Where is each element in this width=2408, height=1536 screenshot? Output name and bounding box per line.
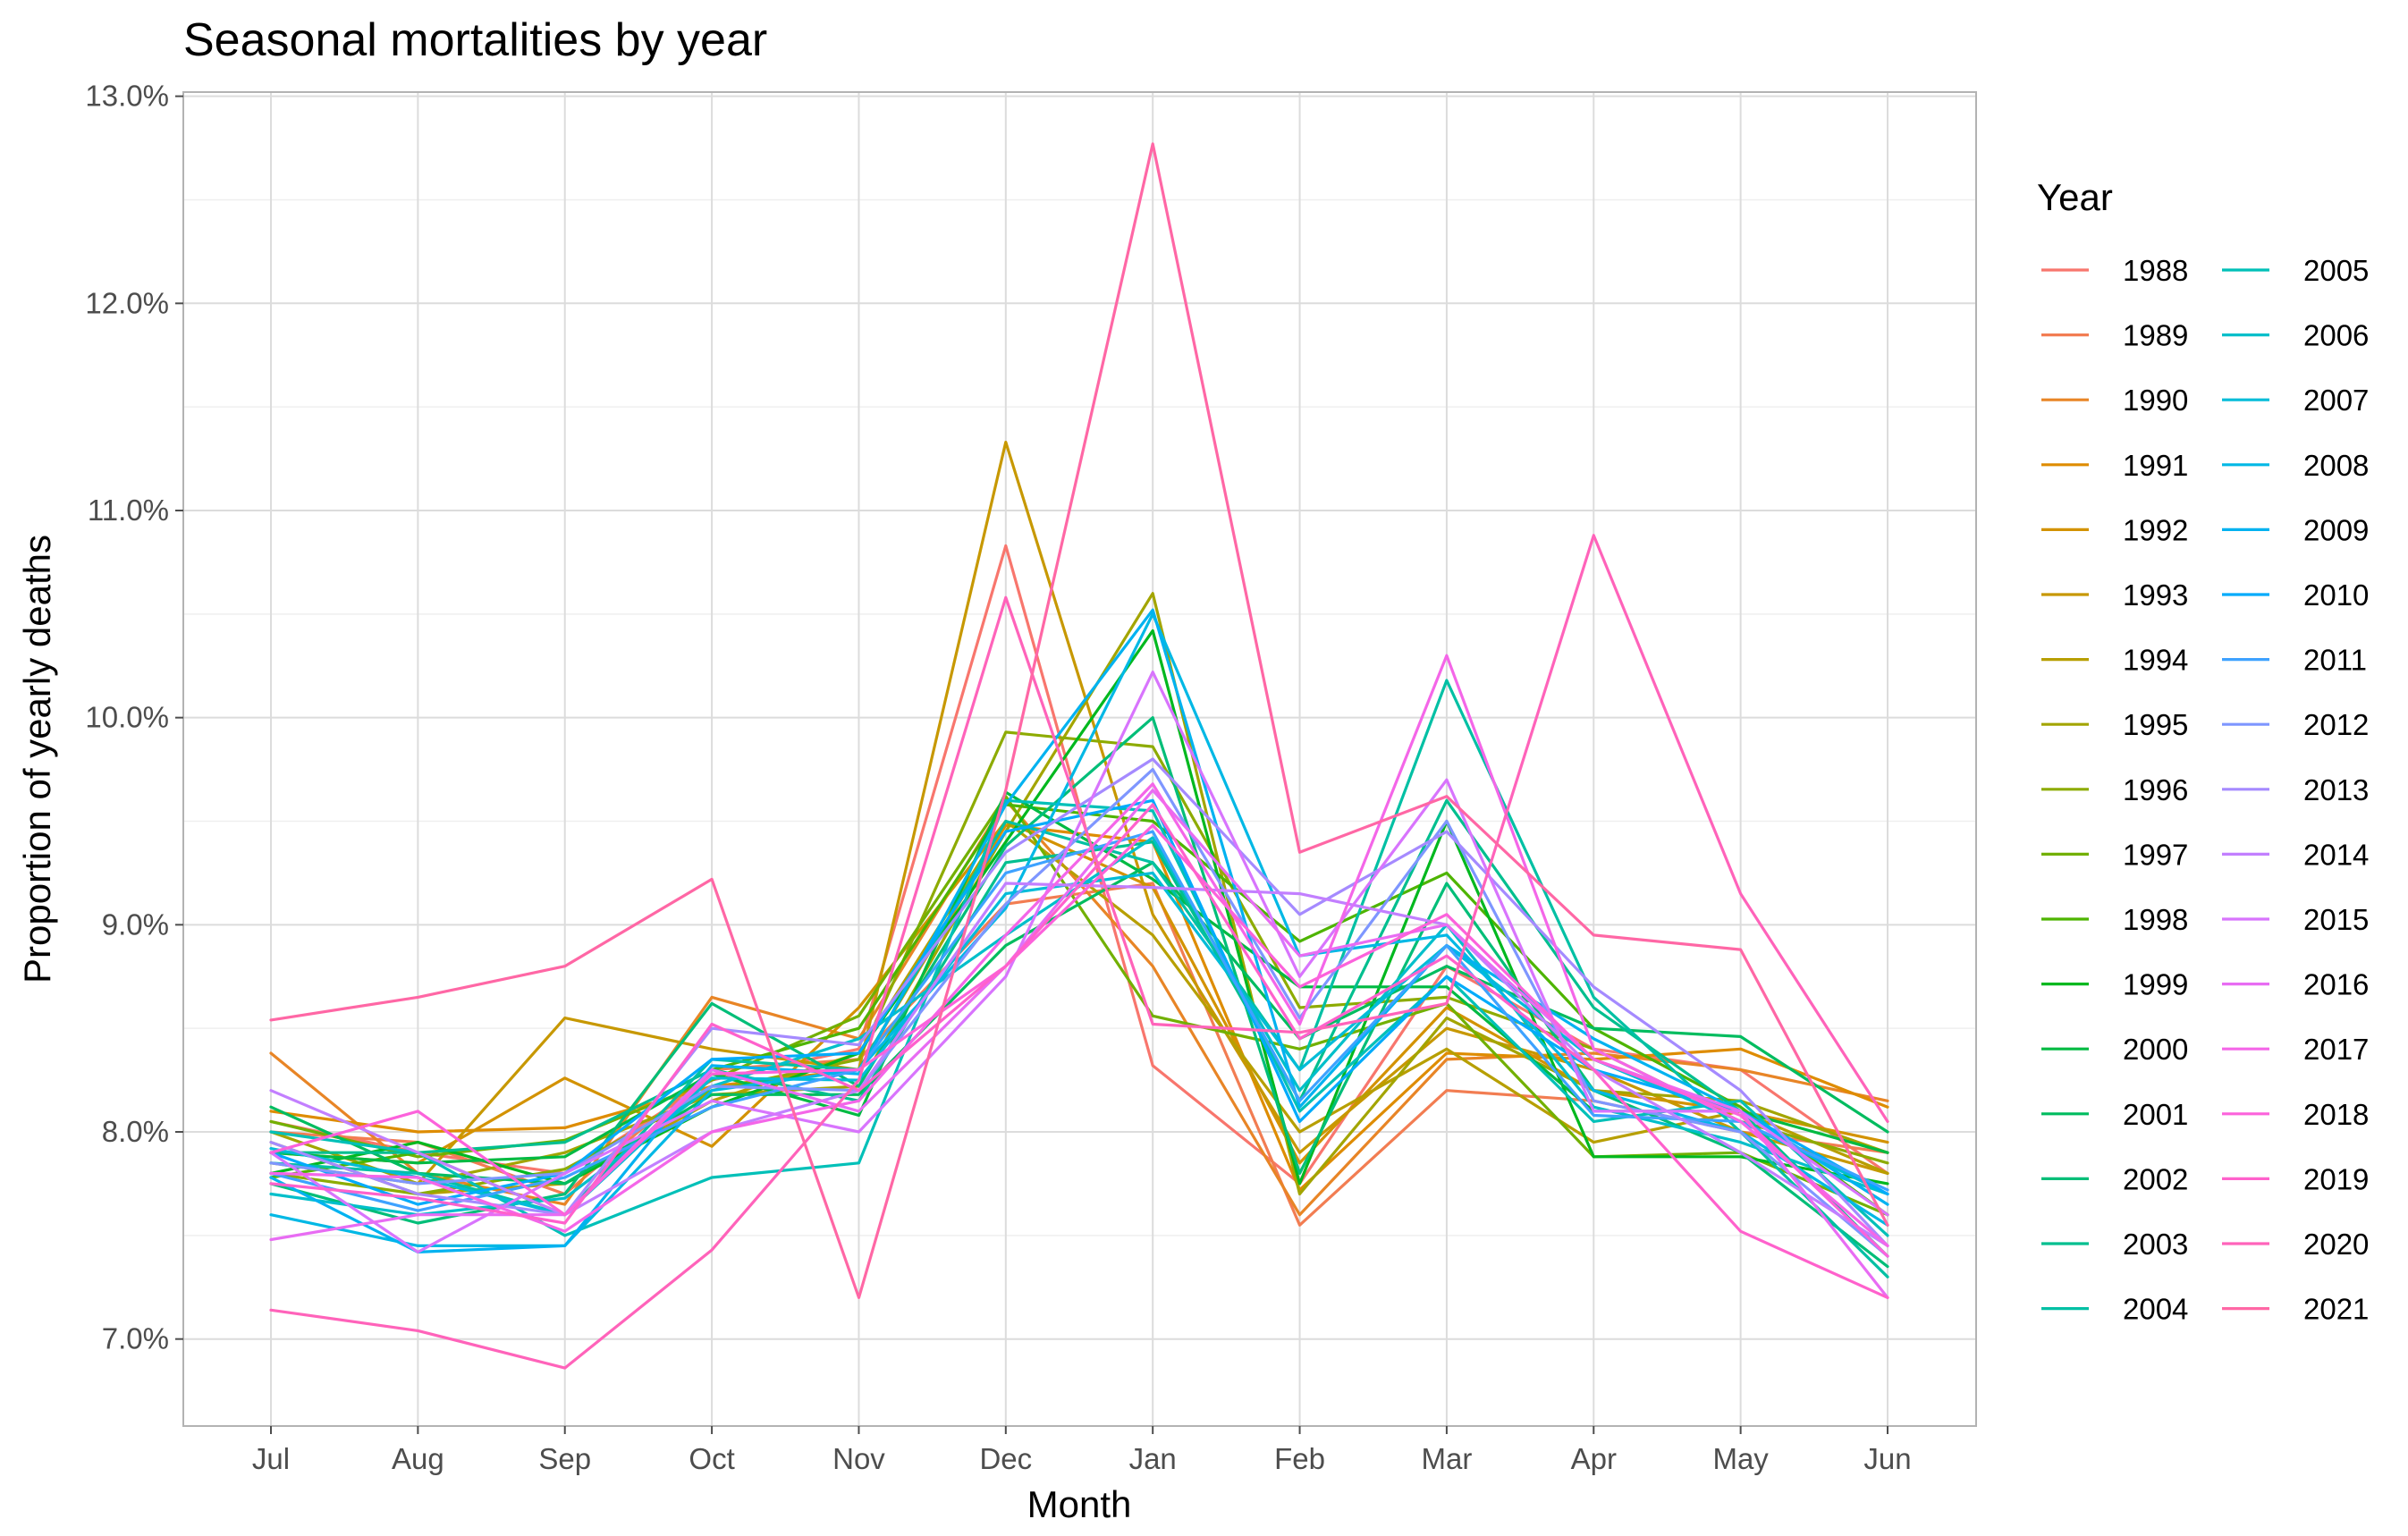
legend-label-2002: 2002 xyxy=(2123,1162,2188,1195)
legend-label-2009: 2009 xyxy=(2303,513,2369,546)
series-line-1991 xyxy=(269,823,1889,1192)
legend-label-1997: 1997 xyxy=(2123,838,2188,871)
legend-label-2013: 2013 xyxy=(2303,773,2369,806)
legend-label-2017: 2017 xyxy=(2303,1033,2369,1066)
series-line-2010 xyxy=(269,798,1889,1206)
x-tick-label: Nov xyxy=(832,1442,885,1475)
y-tick-label: 8.0% xyxy=(102,1115,169,1148)
series-line-2009 xyxy=(269,608,1889,1254)
legend: Year 1988 1989 1990 1991 1992 1993 1994 1995 199… xyxy=(2037,176,2369,1326)
x-tick-label: Mar xyxy=(1421,1442,1472,1475)
y-tick-label: 10.0% xyxy=(85,701,169,734)
x-tick-label: Oct xyxy=(689,1442,734,1475)
y-tick-label: 11.0% xyxy=(88,494,169,527)
y-tick-label: 7.0% xyxy=(102,1322,169,1355)
x-tick-label: Jul xyxy=(252,1442,290,1475)
panel-border xyxy=(182,91,1977,1427)
legend-label-1992: 1992 xyxy=(2123,513,2188,546)
chart-title: Seasonal mortalities by year xyxy=(183,14,767,66)
legend-label-1996: 1996 xyxy=(2123,773,2188,806)
series-line-2019 xyxy=(269,803,1889,1300)
legend-label-2007: 2007 xyxy=(2303,384,2369,417)
legend-label-1988: 1988 xyxy=(2123,254,2188,287)
x-tick-label: Feb xyxy=(1274,1442,1325,1475)
legend-label-2019: 2019 xyxy=(2303,1162,2369,1195)
legend-label-2011: 2011 xyxy=(2303,644,2367,677)
legend-label-1995: 1995 xyxy=(2123,708,2188,741)
major-gridlines xyxy=(183,92,1976,1426)
legend-label-2006: 2006 xyxy=(2303,319,2369,352)
series-line-1992 xyxy=(269,819,1889,1165)
legend-label-1994: 1994 xyxy=(2123,644,2188,677)
legend-label-2008: 2008 xyxy=(2303,449,2369,482)
plot-panel xyxy=(182,91,1977,1427)
series-line-2015 xyxy=(269,671,1889,1254)
legend-label-2014: 2014 xyxy=(2303,838,2369,871)
series-line-2017 xyxy=(269,654,1889,1248)
legend-label-1990: 1990 xyxy=(2123,384,2188,417)
legend-title: Year xyxy=(2037,176,2113,218)
legend-label-2004: 2004 xyxy=(2123,1293,2188,1326)
legend-label-2016: 2016 xyxy=(2303,968,2369,1001)
legend-label-1993: 1993 xyxy=(2123,578,2188,612)
series-line-2013 xyxy=(269,757,1889,1248)
series-line-2011 xyxy=(269,830,1889,1212)
legend-label-2020: 2020 xyxy=(2303,1228,2369,1261)
legend-label-1991: 1991 xyxy=(2123,449,2188,482)
y-tick-label: 9.0% xyxy=(102,907,169,941)
legend-label-2000: 2000 xyxy=(2123,1033,2188,1066)
x-tick-label: May xyxy=(1712,1442,1769,1475)
y-tick-label: 13.0% xyxy=(85,80,169,113)
legend-label-2005: 2005 xyxy=(2303,254,2369,287)
legend-label-2001: 2001 xyxy=(2123,1098,2188,1131)
legend-label-2018: 2018 xyxy=(2303,1098,2369,1131)
legend-label-2021: 2021 xyxy=(2303,1293,2369,1326)
x-tick-label: Apr xyxy=(1571,1442,1617,1475)
series-lines xyxy=(269,142,1889,1370)
legend-label-1989: 1989 xyxy=(2123,319,2188,352)
series-line-2018 xyxy=(269,823,1889,1258)
x-tick-label: Jan xyxy=(1129,1442,1177,1475)
legend-items: 1988 1989 1990 1991 1992 1993 1994 1995 1996 1997… xyxy=(2041,254,2369,1326)
legend-label-2015: 2015 xyxy=(2303,903,2369,936)
x-axis-title: Month xyxy=(1027,1483,1132,1525)
series-line-2012 xyxy=(269,767,1889,1258)
y-tick-label: 12.0% xyxy=(85,286,169,319)
legend-label-1999: 1999 xyxy=(2123,968,2188,1001)
legend-label-2003: 2003 xyxy=(2123,1228,2188,1261)
legend-label-2012: 2012 xyxy=(2303,708,2369,741)
series-line-2020 xyxy=(269,534,1889,1370)
x-axis: Jul Aug Sep Oct Nov Dec Jan Feb Mar Apr May Jun xyxy=(252,1426,1912,1475)
series-line-2021 xyxy=(269,142,1889,1300)
y-axis: 7.0% 8.0% 9.0% 10.0% 11.0% 12.0% 13.0% xyxy=(85,80,183,1355)
y-axis-title: Proportion of yearly deaths xyxy=(16,535,58,983)
x-tick-label: Jun xyxy=(1863,1442,1911,1475)
series-line-1993 xyxy=(269,440,1889,1186)
x-tick-label: Sep xyxy=(538,1442,591,1475)
x-tick-label: Dec xyxy=(979,1442,1032,1475)
series-line-1999 xyxy=(269,629,1889,1186)
legend-label-2010: 2010 xyxy=(2303,578,2369,612)
x-tick-label: Aug xyxy=(392,1442,444,1475)
legend-label-1998: 1998 xyxy=(2123,903,2188,936)
